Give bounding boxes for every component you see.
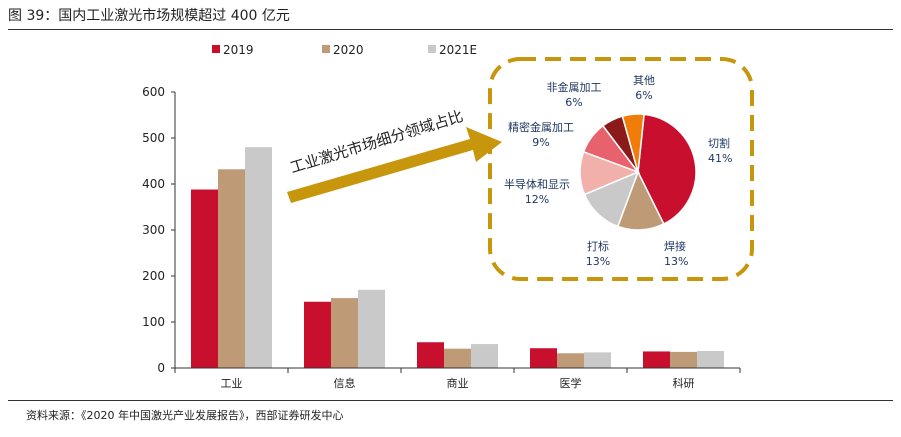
y-axis: 0 100 200 300 400 500 600: [142, 85, 176, 375]
pie-slice-value: 13%: [664, 255, 688, 268]
pie-slice-value: 41%: [708, 152, 732, 165]
pie-slice-value: 13%: [586, 255, 610, 268]
bar-2019-信息: [304, 301, 331, 368]
bar-2020-医学: [557, 353, 584, 368]
bar-2019-商业: [417, 342, 444, 368]
bar-2020-工业: [218, 169, 245, 368]
arrow-shape: [287, 127, 502, 203]
bar-2021E-商业: [471, 344, 498, 368]
bar-2020-科研: [670, 351, 697, 368]
pie-slice-label: 其他: [633, 74, 655, 87]
x-axis: 工业 信息 商业 医学 科研: [174, 367, 741, 390]
legend-swatch: [212, 45, 220, 53]
pie-slice-value: 6%: [635, 89, 652, 102]
bar-2020-商业: [444, 348, 471, 368]
pie-chart: [579, 113, 697, 231]
bar-2021E-信息: [358, 289, 385, 368]
legend-swatch: [428, 45, 436, 53]
bar-2020-信息: [331, 298, 358, 368]
y-tick-label: 0: [157, 361, 165, 375]
bottom-rule: [8, 400, 893, 401]
figure-source: 资料来源：《2020 年中国激光产业发展报告》，西部证券研发中心: [26, 409, 344, 422]
pie-frame: [488, 57, 754, 281]
pie-slice-label: 焊接: [664, 239, 686, 253]
legend: 2019 2020 2021E: [212, 43, 477, 57]
bar-2019-医学: [530, 348, 557, 368]
y-tick-label: 100: [142, 315, 165, 329]
legend-label: 2019: [223, 43, 254, 57]
pie-slice-label: 切割: [708, 136, 730, 150]
top-rule: [8, 29, 893, 30]
pie-slice-label: 非金属加工: [547, 80, 602, 94]
legend-label: 2020: [333, 43, 364, 57]
y-tick-label: 600: [142, 85, 165, 99]
bar-2021E-科研: [697, 350, 724, 368]
bar-2021E-医学: [584, 352, 611, 368]
legend-swatch: [322, 45, 330, 53]
bar-2019-工业: [191, 189, 218, 368]
callout-arrow: 工业激光市场细分领域占比: [287, 107, 502, 203]
pie-slice-6: [621, 113, 645, 173]
pie-slice-value: 12%: [525, 193, 549, 206]
pie-slice-label: 打标: [587, 239, 609, 253]
y-tick-label: 500: [142, 131, 165, 145]
pie-slice-value: 9%: [532, 136, 549, 149]
bar-2021E-工业: [245, 147, 272, 368]
pie-slice-value: 6%: [565, 96, 582, 109]
x-tick-label: 工业: [221, 377, 243, 390]
y-tick-label: 200: [142, 269, 165, 283]
bar-series: [191, 147, 724, 368]
legend-label: 2021E: [439, 43, 477, 57]
x-tick-label: 商业: [447, 376, 469, 390]
x-tick-label: 科研: [673, 376, 695, 390]
pie-slice-label: 半导体和显示: [504, 177, 570, 191]
x-tick-label: 医学: [560, 376, 582, 390]
y-tick-label: 400: [142, 177, 165, 191]
pie-slice-label: 精密金属加工: [508, 120, 574, 134]
y-tick-label: 300: [142, 223, 165, 237]
figure-title: 图 39：国内工业激光市场规模超过 400 亿元: [8, 8, 290, 24]
x-tick-label: 信息: [334, 376, 356, 390]
pie-slice-0: [637, 113, 697, 225]
bar-2019-科研: [643, 351, 670, 368]
pie-labels: 切割 41% 焊接 13% 打标 13% 半导体和显示 12% 精密金属加工 9% 非金属加工 6% 其…: [504, 74, 732, 268]
